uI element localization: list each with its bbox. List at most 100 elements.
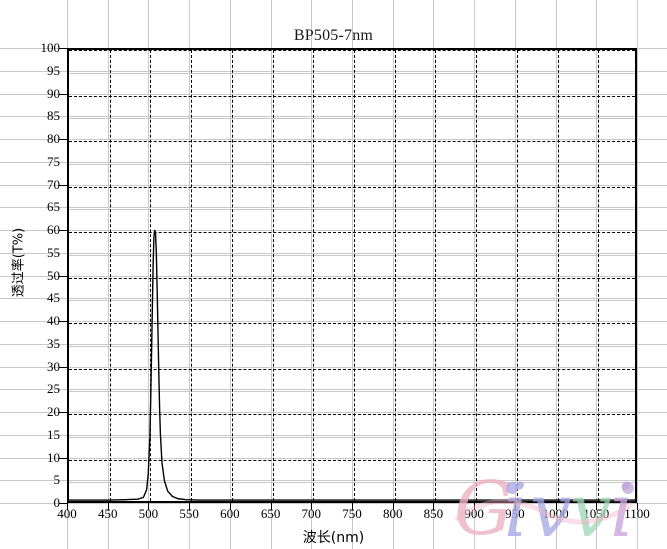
x-axis-title: 波长(nm) — [302, 530, 365, 546]
x-tick-mark — [596, 503, 598, 510]
y-tick-mark — [59, 93, 67, 95]
gridline-major-v — [394, 50, 396, 501]
x-tick-mark — [148, 503, 150, 510]
gridline-major-v — [476, 50, 478, 501]
x-tick-label: 950 — [505, 506, 525, 521]
y-tick-label: 95 — [47, 62, 60, 78]
curve-path — [69, 230, 635, 500]
gridline-major-h — [69, 323, 635, 324]
gridline-major-h — [69, 50, 635, 51]
y-tick-label: 55 — [47, 244, 60, 260]
y-tick-mark — [59, 321, 67, 322]
y-axis-title: 透过率(T%) — [11, 227, 27, 298]
y-tick-mark — [59, 457, 67, 459]
x-tick-mark — [433, 503, 435, 510]
y-tick-mark — [59, 503, 67, 504]
gridline-minor-h — [69, 72, 635, 74]
y-tick-label: 100 — [40, 40, 61, 55]
y-tick-mark — [59, 412, 67, 413]
y-tick-mark — [59, 230, 67, 231]
x-tick-label: 650 — [260, 506, 281, 521]
gridline-major-h — [69, 368, 635, 370]
y-tick-mark — [59, 275, 67, 277]
y-tick-label: 50 — [47, 267, 60, 283]
y-tick-mark — [59, 139, 67, 140]
y-tick-label: 70 — [47, 176, 60, 192]
x-tick-mark — [67, 503, 68, 510]
y-tick-mark — [59, 366, 67, 368]
gridline-major-v — [557, 50, 559, 501]
gridline-minor-h — [69, 436, 635, 438]
gridline-major-h — [69, 95, 635, 97]
x-tick-label: 700 — [301, 506, 322, 521]
x-tick-label: 600 — [220, 506, 240, 521]
x-tick-mark — [189, 503, 191, 510]
y-tick-label: 40 — [47, 313, 60, 328]
y-tick-label: 10 — [47, 449, 60, 465]
y-tick-label: 65 — [47, 199, 60, 215]
x-tick-label: 1000 — [542, 506, 569, 521]
x-tick-mark — [555, 503, 557, 510]
gridline-major-h — [69, 414, 635, 415]
y-tick-mark — [59, 48, 67, 49]
x-tick-label: 900 — [464, 506, 484, 521]
x-tick-label: 1100 — [624, 506, 650, 521]
gridline-minor-h — [69, 482, 635, 484]
y-tick-label: 15 — [47, 426, 60, 442]
y-tick-label: 90 — [47, 85, 60, 101]
gridline-minor-h — [69, 209, 635, 211]
y-tick-label: 0 — [53, 495, 61, 510]
x-tick-label: 500 — [138, 506, 159, 521]
x-tick-label: 550 — [179, 506, 199, 521]
y-tick-label: 80 — [47, 131, 60, 146]
y-tick-mark — [59, 184, 67, 186]
transmission-curve — [69, 50, 635, 501]
gridline-minor-h — [69, 254, 635, 256]
gridline-major-v — [150, 50, 152, 501]
gridline-major-v — [109, 50, 111, 501]
plot-area — [67, 48, 637, 503]
gridline-major-h — [69, 459, 635, 461]
y-tick-label: 35 — [47, 335, 60, 351]
y-tick-label: 75 — [47, 153, 60, 169]
x-tick-mark — [311, 503, 313, 510]
x-tick-label: 400 — [57, 506, 77, 521]
x-tick-mark — [392, 503, 394, 510]
y-tick-label: 25 — [47, 381, 60, 397]
x-tick-label: 1050 — [583, 506, 610, 521]
x-tick-mark — [637, 503, 638, 510]
y-tick-label: 60 — [47, 222, 60, 237]
gridline-major-v — [598, 50, 600, 501]
x-tick-label: 800 — [382, 506, 403, 521]
gridline-major-v — [516, 50, 518, 501]
gridline-minor-h — [69, 345, 635, 347]
x-tick-label: 750 — [342, 506, 362, 521]
y-tick-label: 30 — [47, 358, 60, 374]
y-axis-labels: 0 5 10 15 20 25 30 35 40 45 50 55 60 65 70 75 80 85 90 95 10… — [0, 0, 67, 549]
gridline-major-v — [435, 50, 437, 501]
x-tick-mark — [514, 503, 516, 510]
gridline-minor-h — [69, 163, 635, 165]
gridline-major-v — [231, 50, 233, 501]
gridline-major-v — [272, 50, 274, 501]
chart-title: BP505-7nm — [293, 27, 374, 44]
x-tick-mark — [107, 503, 109, 510]
x-tick-mark — [474, 503, 476, 510]
y-tick-label: 85 — [47, 108, 60, 124]
y-tick-label: 5 — [53, 472, 61, 488]
gridline-minor-h — [69, 300, 635, 302]
y-tick-label: 20 — [47, 404, 60, 419]
gridline-major-v — [354, 50, 355, 501]
gridline-minor-h — [69, 118, 635, 120]
gridline-minor-h — [69, 391, 635, 393]
gridline-major-h — [69, 232, 635, 233]
x-tick-label: 850 — [423, 506, 444, 521]
gridline-major-v — [313, 50, 315, 501]
gridline-major-h — [69, 141, 635, 142]
x-tick-mark — [270, 503, 272, 510]
gridline-major-h — [69, 277, 635, 279]
gridline-major-v — [191, 50, 193, 501]
x-tick-mark — [229, 503, 231, 510]
